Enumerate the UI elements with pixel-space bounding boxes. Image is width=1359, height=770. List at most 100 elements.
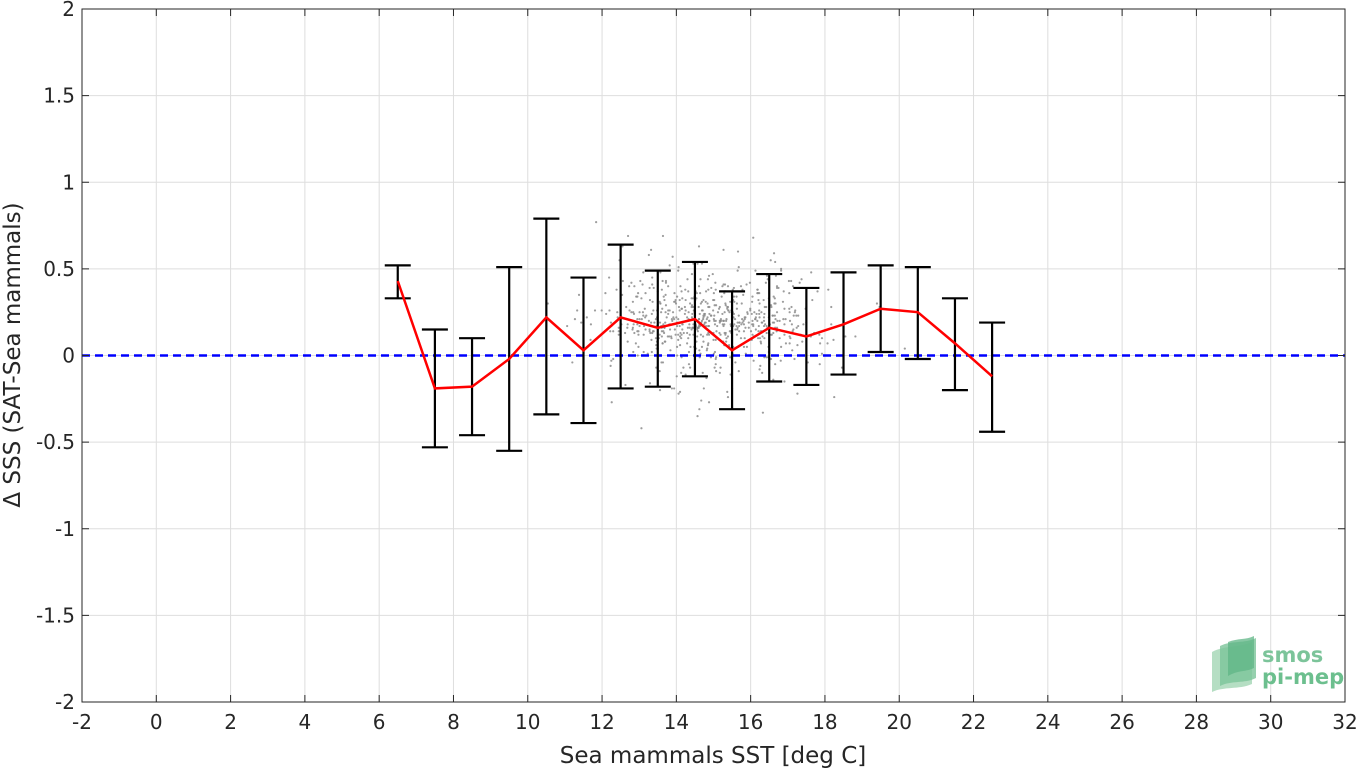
scatter-point	[810, 271, 813, 274]
x-axis-title: Sea mammals SST [deg C]	[560, 743, 866, 769]
y-axis-ticks: -2 -1.5 -1 -0.5 0 0.5 1 1.5 2	[36, 0, 1345, 714]
scatter-point	[775, 311, 779, 314]
scatter-point	[585, 316, 588, 319]
scatter-point	[736, 326, 739, 329]
scatter-point	[770, 305, 773, 309]
scatter-point	[761, 411, 765, 414]
scatter-point	[755, 312, 758, 316]
scatter-point	[675, 316, 678, 319]
scatter-point	[706, 302, 709, 305]
scatter-point	[733, 323, 736, 326]
scatter-point	[732, 286, 736, 290]
scatter-point	[675, 324, 679, 328]
scatter-point	[801, 340, 804, 343]
scatter-point	[688, 366, 692, 369]
scatter-point	[775, 285, 779, 288]
scatter-point	[725, 319, 728, 322]
scatter-point	[711, 272, 714, 276]
scatter-point	[714, 319, 717, 322]
scatter-point	[765, 324, 768, 328]
scatter-point	[681, 323, 684, 326]
scatter-point	[641, 311, 645, 314]
scatter-point	[664, 340, 667, 343]
scatter-point	[633, 285, 636, 288]
scatter-point	[725, 340, 728, 343]
scatter-point	[595, 220, 598, 224]
scatter-point	[654, 337, 658, 340]
scatter-point	[714, 357, 717, 361]
scatter-point	[772, 331, 775, 335]
scatter-point	[746, 312, 749, 316]
scatter-point	[716, 311, 720, 314]
scatter-point	[705, 376, 708, 380]
scatter-point	[642, 314, 645, 317]
scatter-point	[681, 297, 684, 300]
scatter-point	[626, 340, 629, 343]
scatter-point	[644, 292, 647, 295]
scatter-point	[772, 252, 776, 255]
scatter-point	[707, 342, 710, 345]
scatter-point	[701, 318, 705, 321]
scatter-point	[778, 319, 781, 322]
scatter-point	[714, 281, 717, 284]
scatter-point	[736, 250, 740, 253]
scatter-point	[759, 364, 762, 367]
scatter-point	[608, 309, 611, 312]
scatter-point	[741, 288, 744, 291]
scatter-point	[696, 335, 699, 338]
scatter-point	[723, 292, 726, 295]
scatter-point	[650, 350, 653, 354]
scatter-point	[749, 309, 752, 312]
scatter-point	[632, 311, 635, 314]
scatter-point	[623, 331, 627, 335]
scatter-point	[704, 300, 707, 303]
scatter-point	[721, 285, 724, 288]
scatter-point	[747, 326, 750, 329]
scatter-point	[784, 318, 787, 321]
logo-line1: smos	[1262, 643, 1323, 667]
scatter-point	[903, 347, 906, 350]
scatter-point	[699, 278, 702, 281]
x-tick-label: 20	[887, 710, 912, 734]
scatter-point	[726, 390, 729, 393]
scatter-point	[673, 292, 676, 295]
scatter-point	[792, 328, 795, 331]
scatter-point	[760, 311, 763, 314]
scatter-point	[854, 335, 857, 338]
scatter-point	[684, 288, 687, 291]
scatter-point	[566, 324, 569, 328]
scatter-point	[706, 347, 709, 350]
scatter-point	[628, 309, 631, 312]
scatter-point	[712, 292, 715, 295]
scatter-point	[670, 387, 673, 390]
scatter-point	[762, 298, 765, 302]
scatter-point	[788, 292, 791, 295]
scatter-point	[745, 345, 749, 348]
scatter-point	[759, 342, 763, 345]
scatter-point	[667, 312, 670, 316]
scatter-point	[703, 321, 707, 324]
scatter-point	[816, 290, 819, 293]
scatter-point	[712, 309, 715, 312]
scatter-point	[726, 305, 730, 309]
scatter-point	[642, 271, 645, 274]
scatter-point	[774, 302, 777, 305]
scatter-point	[715, 369, 718, 373]
scatter-point	[783, 380, 786, 383]
scatter-point	[644, 316, 647, 319]
scatter-point	[661, 307, 664, 310]
x-tick-label: 8	[447, 710, 460, 734]
scatter-point	[736, 321, 739, 324]
scatter-point	[756, 319, 759, 322]
scatter-point	[683, 305, 686, 309]
x-tick-label: 12	[589, 710, 614, 734]
scatter-point	[773, 314, 776, 317]
scatter-point	[757, 324, 760, 328]
scatter-point	[844, 335, 847, 338]
scatter-point	[726, 307, 729, 310]
scatter-point	[621, 245, 624, 248]
scatter-point	[745, 283, 748, 286]
scatter-point	[678, 390, 682, 393]
scatter-point	[680, 307, 684, 310]
scatter-point	[677, 318, 680, 321]
